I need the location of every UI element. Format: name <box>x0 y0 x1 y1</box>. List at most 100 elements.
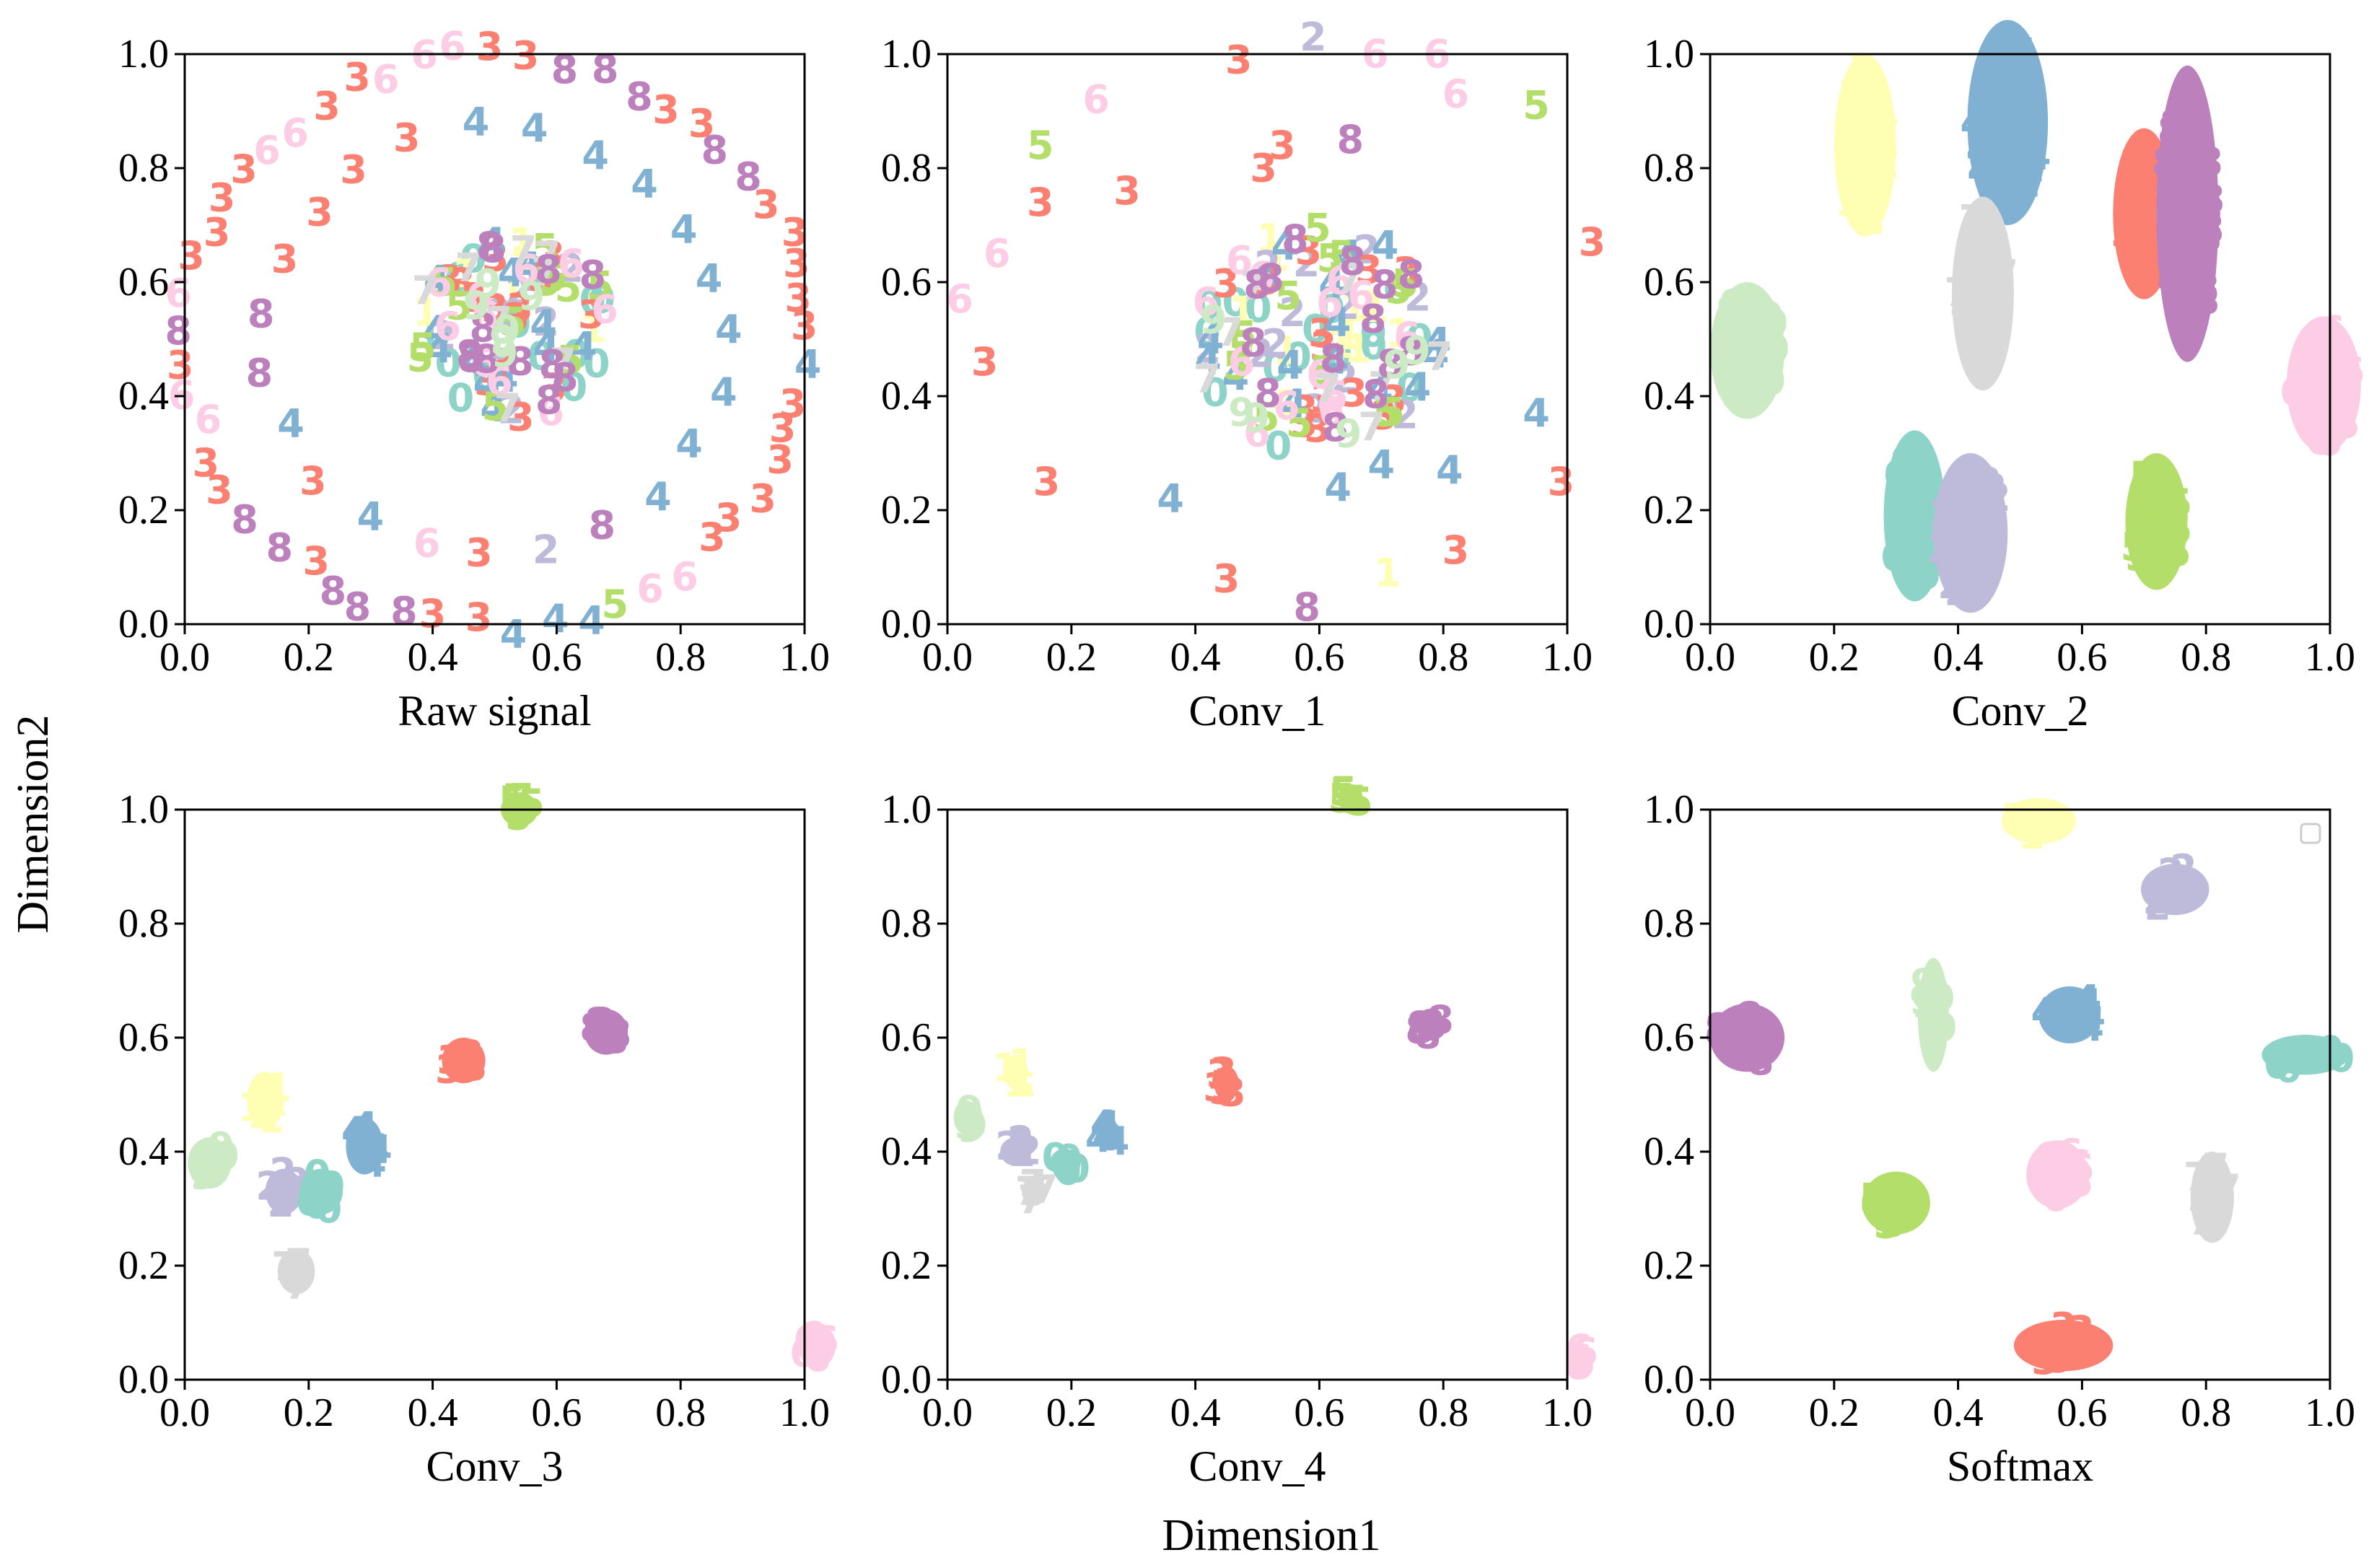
y-tick-label: 0.0 <box>881 1357 932 1402</box>
cluster-point: 7 <box>1426 334 1453 380</box>
ring-point: 3 <box>476 24 504 69</box>
cluster-point: 6 <box>2332 402 2360 447</box>
cluster-point: 2 <box>557 246 584 292</box>
cluster-point: 0 <box>296 1179 323 1225</box>
cluster-point: 5 <box>1331 768 1358 814</box>
cluster-point: 6 <box>2066 1160 2093 1206</box>
cluster-point: 5 <box>1228 324 1256 369</box>
cluster-point: 4 <box>2075 981 2103 1026</box>
cluster-point: 2 <box>498 387 525 432</box>
cluster-point: 9 <box>1738 346 1765 392</box>
cluster-point: 2 <box>271 1169 298 1214</box>
cluster-blob <box>2141 864 2209 916</box>
cluster-point: 1 <box>1873 88 1901 133</box>
x-tick-label: 1.0 <box>779 1390 830 1435</box>
ring-point: 4 <box>500 611 527 657</box>
cluster-point: 5 <box>2165 481 2193 526</box>
cluster-point: 0 <box>1193 310 1221 355</box>
x-tick-label: 0.4 <box>408 1390 458 1435</box>
cluster-point: 3 <box>1203 1065 1230 1111</box>
cluster-point: 7 <box>1984 225 2011 271</box>
cluster-point: 4 <box>2013 67 2041 113</box>
cluster-point: 8 <box>605 1011 632 1056</box>
cluster-point: 4 <box>570 323 597 369</box>
cluster-point: 2 <box>255 1164 283 1209</box>
cluster-point: 0 <box>1284 334 1312 380</box>
x-tick-label: 1.0 <box>1542 635 1593 680</box>
cluster-point: 4 <box>356 1127 383 1173</box>
cluster-point: 5 <box>407 335 434 380</box>
cluster-point: 5 <box>2164 530 2191 575</box>
cluster-blob <box>265 1168 303 1214</box>
cluster-point: 3 <box>1310 376 1338 421</box>
cluster-point: 5 <box>1378 390 1406 435</box>
cluster-point: 3 <box>538 233 566 279</box>
cluster-point: 8 <box>2178 115 2205 161</box>
cluster-point: 9 <box>1335 411 1362 456</box>
x-tick-label: 0.4 <box>1170 1390 1221 1435</box>
cluster-point: 8 <box>507 339 534 385</box>
y-tick-label: 0.2 <box>1644 1243 1694 1288</box>
cluster-point: 9 <box>1910 960 1937 1006</box>
cluster-blob <box>1967 19 2049 225</box>
cluster-point: 9 <box>1759 359 1787 404</box>
cluster-point: 7 <box>534 233 561 279</box>
cluster-point: 2 <box>1980 466 2007 512</box>
cluster-point: 4 <box>2003 75 2031 121</box>
cluster-point: 1 <box>1256 216 1284 261</box>
cluster-point: 8 <box>2182 205 2209 250</box>
cluster-point: 6 <box>1347 273 1375 318</box>
cluster-point: 8 <box>469 305 496 351</box>
cluster-point: 2 <box>995 1124 1022 1169</box>
cluster-point: 5 <box>1286 400 1313 446</box>
cluster-point: 4 <box>426 326 453 372</box>
cluster-point: 9 <box>1756 306 1784 351</box>
cluster-point: 8 <box>1714 1018 1741 1064</box>
cluster-point: 6 <box>2303 383 2331 429</box>
cluster-point: 3 <box>1295 228 1323 273</box>
cluster-point: 2 <box>1015 1128 1042 1173</box>
cluster-point: 9 <box>1756 305 1783 350</box>
cluster-point: 0 <box>2275 1046 2303 1092</box>
cluster-blob <box>1214 1066 1239 1100</box>
cluster-point: 7 <box>1959 196 1987 242</box>
cluster-point: 1 <box>1263 235 1290 280</box>
cluster-point: 1 <box>1873 141 1900 187</box>
cluster-point: 7 <box>1020 1162 1047 1207</box>
cluster-point: 2 <box>1254 242 1282 288</box>
cluster-point: 4 <box>2077 1004 2105 1050</box>
cluster-point: 7 <box>1981 270 2009 315</box>
cluster-point: 2 <box>1951 485 1979 530</box>
data-point: 6 <box>1082 77 1110 123</box>
cluster-point: 8 <box>2181 116 2208 162</box>
cluster-point: 4 <box>1998 180 2025 226</box>
cluster-point: 7 <box>1992 252 2019 297</box>
cluster-blob <box>1710 1003 1785 1072</box>
cluster-point: 7 <box>1984 283 2012 328</box>
cluster-point: 3 <box>474 359 501 404</box>
cluster-point: 0 <box>1262 345 1289 390</box>
cluster-point: 8 <box>2154 196 2181 241</box>
cluster-point: 7 <box>280 1254 307 1300</box>
x-tick-label: 0.2 <box>284 635 334 680</box>
data-point: 3 <box>1027 180 1054 225</box>
cluster-point: 6 <box>2036 1159 2063 1204</box>
cluster-point: 7 <box>2188 1198 2215 1243</box>
x-tick-label: 0.6 <box>531 1390 582 1435</box>
data-point: 3 <box>1033 459 1061 504</box>
ring-point: 3 <box>167 343 194 388</box>
ring-point: 3 <box>230 146 258 192</box>
cluster-point: 5 <box>2165 507 2193 552</box>
cluster-point: 7 <box>1358 404 1385 450</box>
cluster-point: 7 <box>2199 1147 2227 1193</box>
x-tick-label: 1.0 <box>2305 1390 2355 1435</box>
y-tick-label: 1.0 <box>881 32 932 76</box>
axis-ticks: 0.00.0 0.2 0.2 0.4 0.4 0.6 0.6 0.8 0.8 1.0 1.0 <box>118 787 830 1435</box>
plot-frame <box>1709 53 2331 626</box>
